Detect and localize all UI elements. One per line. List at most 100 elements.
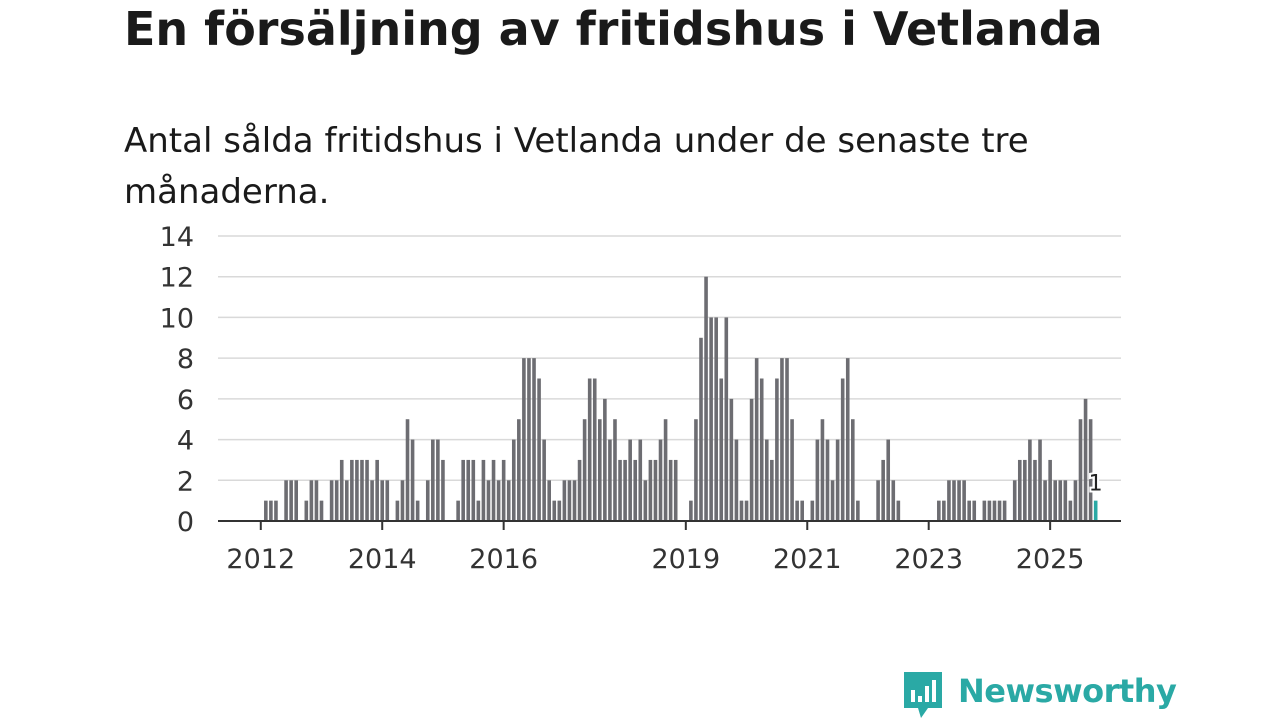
y-tick-label: 6	[177, 385, 194, 416]
bar	[294, 480, 298, 521]
bar	[982, 500, 987, 521]
bar	[689, 500, 693, 521]
x-tick-label: 2016	[469, 544, 538, 575]
bar	[415, 500, 420, 521]
bar	[942, 500, 946, 521]
bar	[572, 480, 577, 521]
bar	[562, 480, 567, 521]
bar	[896, 500, 901, 521]
bar	[456, 500, 460, 521]
bar	[598, 419, 602, 521]
bar	[709, 317, 713, 521]
bar	[370, 480, 374, 521]
bar	[749, 398, 754, 521]
bar	[552, 500, 557, 521]
bar-highlight	[1093, 500, 1098, 521]
bar	[881, 459, 885, 521]
bar	[764, 439, 769, 521]
bar	[992, 500, 997, 521]
bar	[947, 480, 951, 521]
y-tick-label: 12	[160, 263, 194, 294]
y-tick-label: 4	[177, 426, 194, 457]
bar	[633, 459, 638, 521]
bar	[441, 459, 445, 521]
bar	[365, 459, 369, 521]
bar	[289, 480, 293, 521]
bar	[638, 439, 643, 521]
bar	[719, 378, 724, 521]
bar	[491, 459, 496, 521]
bar	[952, 480, 956, 521]
y-tick-label: 10	[160, 303, 194, 334]
bar	[1043, 480, 1047, 521]
bar	[1012, 480, 1017, 521]
bar	[972, 500, 977, 521]
bar	[643, 480, 648, 521]
bar	[355, 459, 359, 521]
bar	[845, 358, 850, 521]
bar	[577, 459, 582, 521]
newsworthy-logo: Newsworthy	[902, 670, 1177, 720]
bar	[694, 419, 698, 521]
x-tick-label: 2025	[1016, 544, 1085, 575]
bar	[501, 459, 506, 521]
bar	[527, 358, 531, 521]
bar	[623, 459, 627, 521]
bar	[1033, 459, 1037, 521]
bar	[937, 500, 941, 521]
bar	[729, 398, 734, 521]
bar	[547, 480, 551, 521]
bar	[790, 419, 794, 521]
bar	[1053, 480, 1057, 521]
bar	[835, 439, 840, 521]
bar	[481, 459, 486, 521]
bar	[668, 459, 673, 521]
bar	[506, 480, 511, 521]
bar	[329, 480, 334, 521]
bar	[775, 378, 779, 521]
bar	[886, 439, 891, 521]
bar	[542, 439, 546, 521]
bar	[754, 358, 759, 521]
bar	[653, 459, 658, 521]
bar	[395, 500, 400, 521]
bar	[876, 480, 880, 521]
newsworthy-logo-icon	[904, 672, 942, 718]
bar	[1058, 480, 1063, 521]
bar	[1083, 398, 1088, 521]
bar	[714, 317, 718, 521]
bar	[815, 439, 820, 521]
bar	[699, 337, 703, 521]
bar	[592, 378, 597, 521]
bar	[380, 480, 385, 521]
bar	[704, 276, 708, 521]
bar	[567, 480, 572, 521]
bar	[339, 459, 344, 521]
bar	[962, 480, 966, 521]
bar	[820, 419, 825, 521]
bar	[385, 480, 390, 521]
bar	[1063, 480, 1068, 521]
bar	[1088, 419, 1093, 521]
bar	[476, 500, 481, 521]
bar	[663, 419, 668, 521]
x-tick-label: 2023	[894, 544, 963, 575]
x-tick-label: 2012	[226, 544, 295, 575]
bar	[618, 459, 622, 521]
bar	[400, 480, 405, 521]
bar	[269, 500, 273, 521]
bar	[582, 419, 587, 521]
bar	[825, 439, 830, 521]
bar	[1073, 480, 1078, 521]
bar	[314, 480, 319, 521]
bar	[1038, 439, 1042, 521]
bar	[967, 500, 971, 521]
bar	[1078, 419, 1083, 521]
y-tick-label: 14	[160, 222, 194, 253]
bar	[319, 500, 324, 521]
bar	[304, 500, 309, 521]
bar	[466, 459, 471, 521]
bar	[496, 480, 501, 521]
chart-subtitle: Antal sålda fritidshus i Vetlanda under …	[124, 121, 1029, 212]
